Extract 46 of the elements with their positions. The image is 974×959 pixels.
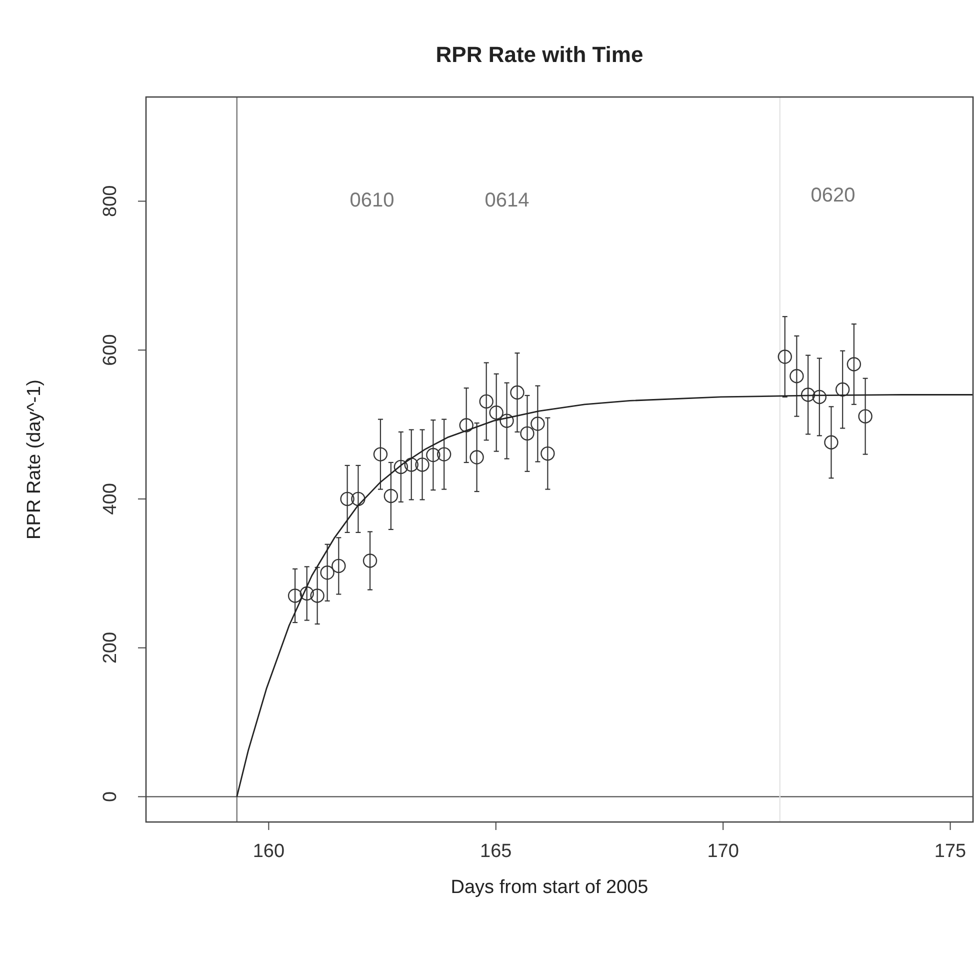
x-tick-label: 165 — [480, 841, 512, 862]
point — [351, 492, 366, 506]
point — [790, 369, 804, 384]
y-axis-title: RPR Rate (day^-1) — [24, 380, 45, 540]
point — [800, 388, 816, 402]
point — [320, 566, 334, 580]
point — [436, 447, 452, 462]
point — [479, 394, 494, 409]
line-series — [236, 394, 973, 798]
point — [310, 588, 324, 603]
y-tick-label: 800 — [100, 185, 121, 218]
point — [470, 450, 484, 464]
point — [288, 588, 302, 603]
point — [530, 416, 545, 431]
annotation: 0620 — [810, 184, 856, 206]
point — [824, 435, 838, 450]
annotation: 0614 — [484, 189, 530, 212]
point — [520, 426, 534, 441]
annotation: 0610 — [350, 189, 394, 212]
point — [373, 447, 388, 462]
chart-title: RPR Rate with Time — [436, 42, 644, 67]
point — [812, 390, 827, 404]
point — [332, 558, 346, 574]
point — [846, 357, 862, 372]
point — [362, 554, 378, 568]
point — [415, 458, 430, 472]
y-tick-label: 600 — [100, 334, 121, 366]
y-tick-label: 0 — [100, 791, 121, 802]
point — [778, 350, 792, 364]
x-tick-label: 160 — [252, 841, 285, 862]
y-tick-label: 400 — [100, 483, 121, 515]
point — [300, 586, 314, 601]
x-tick-label: 175 — [934, 841, 966, 862]
point — [426, 448, 440, 462]
point — [340, 492, 354, 506]
point — [384, 488, 398, 504]
x-axis-title: Days from start of 2005 — [450, 877, 648, 898]
point — [394, 460, 408, 474]
x-tick-label: 170 — [707, 841, 739, 862]
point — [540, 446, 555, 461]
point — [489, 406, 504, 420]
point — [404, 458, 418, 472]
y-tick-label: 200 — [100, 632, 121, 664]
point — [500, 414, 514, 428]
point — [835, 382, 850, 397]
point — [858, 409, 872, 424]
